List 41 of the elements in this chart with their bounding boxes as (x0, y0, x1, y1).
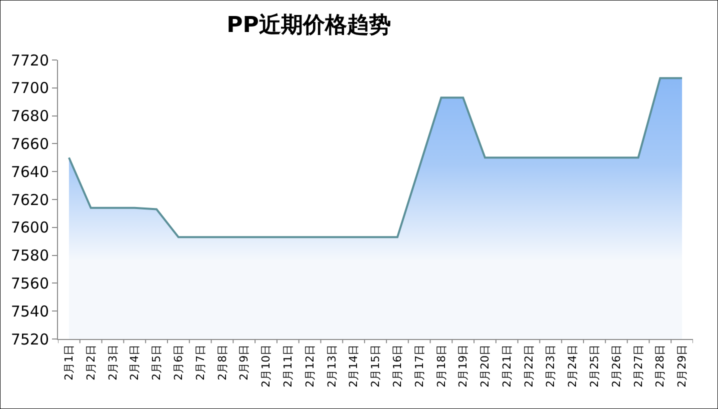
y-tick-label: 7680 (10, 107, 49, 126)
x-tick-label: 2月16日 (390, 344, 404, 388)
y-tick-label: 7720 (10, 51, 49, 70)
x-tick-label: 2月13日 (325, 344, 338, 388)
x-tick-label: 2月6日 (172, 344, 186, 380)
x-tick-label: 2月22日 (522, 344, 536, 388)
y-tick-label: 7600 (10, 218, 49, 237)
y-tick-label: 7640 (10, 162, 49, 181)
y-tick-label: 7660 (10, 134, 49, 153)
x-tick-label: 2月7日 (194, 344, 207, 380)
x-tick-label: 2月15日 (369, 344, 382, 388)
y-tick-label: 7580 (10, 246, 49, 265)
x-tick-label: 2月5日 (150, 344, 164, 380)
x-tick-label: 2月20日 (478, 344, 492, 388)
x-tick-label: 2月14日 (347, 344, 360, 388)
x-tick-label: 2月1日 (62, 344, 76, 380)
x-tick-label: 2月18日 (434, 344, 448, 388)
x-tick-label: 2月2日 (84, 344, 98, 380)
x-tick-label: 2月9日 (238, 344, 251, 380)
x-tick-label: 2月19日 (456, 344, 470, 388)
x-tick-label: 2月24日 (566, 344, 580, 388)
x-tick-label: 2月26日 (610, 344, 623, 388)
x-tick-label: 2月25日 (588, 344, 602, 388)
x-tick-label: 2月4日 (128, 344, 142, 380)
x-tick-label: 2月21日 (500, 344, 514, 388)
x-tick-label: 2月11日 (281, 344, 294, 388)
x-tick-label: 2月8日 (216, 344, 229, 380)
x-tick-label: 2月29日 (676, 344, 689, 388)
x-tick-label: 2月10日 (260, 344, 273, 388)
x-tick-label: 2月23日 (544, 344, 558, 388)
x-tick-label: 2月3日 (106, 344, 120, 380)
y-tick-label: 7700 (10, 79, 49, 98)
x-tick-label: 2月27日 (632, 344, 645, 388)
x-tick-label: 2月28日 (654, 344, 667, 388)
y-tick-label: 7520 (10, 330, 49, 348)
x-tick-label: 2月17日 (412, 344, 426, 388)
y-tick-label: 7620 (10, 190, 49, 209)
x-tick-label: 2月12日 (303, 344, 316, 388)
y-tick-label: 7560 (10, 274, 49, 292)
y-tick-label: 7540 (10, 302, 49, 320)
chart-title: PP近期价格趋势 (226, 12, 391, 38)
